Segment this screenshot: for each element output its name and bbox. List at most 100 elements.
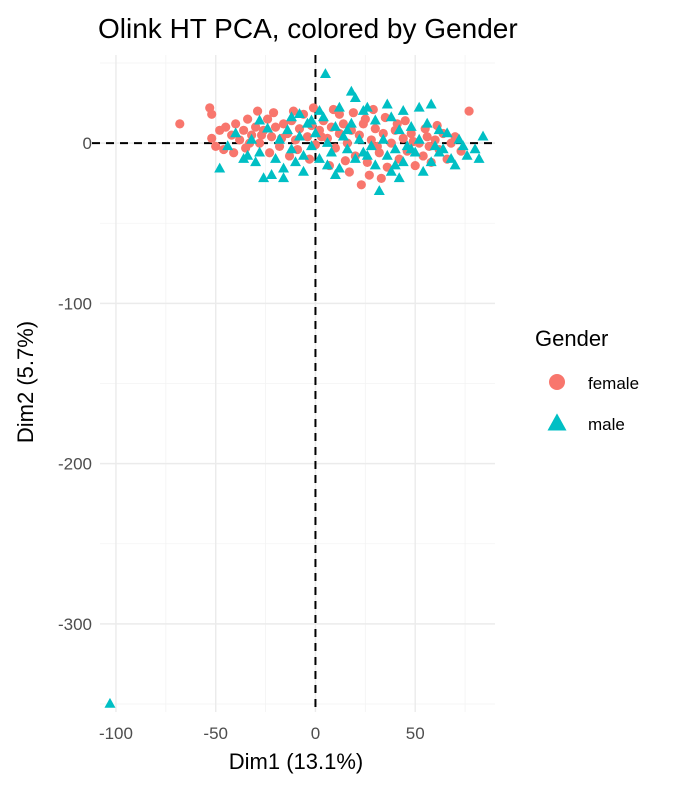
female-point xyxy=(356,180,366,190)
male-point xyxy=(429,140,441,151)
male-point xyxy=(389,143,401,154)
female-point xyxy=(408,136,418,147)
y-axis-title: Dim2 (5.7%) xyxy=(13,321,38,443)
female-point xyxy=(376,173,386,183)
male-point xyxy=(369,159,381,170)
male-point xyxy=(317,111,329,122)
male-point xyxy=(369,114,381,125)
male-point xyxy=(445,153,457,163)
male-point xyxy=(393,124,405,135)
male-point xyxy=(270,153,282,163)
male-point xyxy=(305,114,317,125)
y-tick-label: -200 xyxy=(58,455,92,474)
female-point xyxy=(284,151,295,161)
legend-key-male xyxy=(547,413,567,431)
male-point xyxy=(337,130,349,141)
female-point xyxy=(251,122,261,132)
male-point xyxy=(286,143,298,154)
female-point xyxy=(264,148,275,158)
legend-label-female: female xyxy=(588,374,639,393)
male-point xyxy=(381,98,393,109)
male-point xyxy=(385,111,397,122)
female-point xyxy=(175,119,185,129)
male-point xyxy=(282,124,294,135)
female-point xyxy=(342,138,352,148)
male-point xyxy=(313,104,325,115)
male-point xyxy=(385,165,397,176)
female-point xyxy=(274,141,285,151)
male-point xyxy=(365,140,377,151)
male-point xyxy=(345,117,357,128)
female-point xyxy=(386,138,396,148)
female-point xyxy=(418,151,428,161)
male-point xyxy=(393,172,405,183)
female-point xyxy=(364,170,374,180)
male-point xyxy=(421,117,433,128)
female-point xyxy=(334,109,344,119)
male-point xyxy=(405,143,417,154)
male-point xyxy=(297,149,309,160)
female-point xyxy=(268,108,279,118)
male-point xyxy=(433,124,445,135)
female-point xyxy=(410,160,420,171)
female-point xyxy=(235,135,245,145)
male-point xyxy=(246,133,258,144)
male-point xyxy=(242,149,254,160)
female-point xyxy=(294,124,305,134)
male-point xyxy=(222,140,234,151)
male-point xyxy=(329,169,341,179)
male-point xyxy=(469,143,481,154)
male-point xyxy=(377,133,389,144)
male-point xyxy=(262,122,274,133)
male-point xyxy=(433,146,445,157)
legend-female-circle-icon xyxy=(549,374,565,390)
y-tick-label: 0 xyxy=(83,134,92,153)
x-tick-label: 0 xyxy=(311,724,320,743)
male-point xyxy=(461,149,473,160)
male-point xyxy=(353,133,365,144)
male-point xyxy=(305,140,317,151)
female-point xyxy=(302,132,313,142)
female-point xyxy=(262,114,273,124)
male-point xyxy=(290,156,302,167)
female-point xyxy=(340,156,350,166)
female-point xyxy=(253,106,263,116)
female-point xyxy=(366,135,376,145)
female-point xyxy=(360,114,370,124)
female-point xyxy=(270,122,281,132)
male-point xyxy=(381,149,393,160)
female-point xyxy=(308,103,319,113)
legend: Gender female male xyxy=(535,326,639,434)
male-point xyxy=(425,156,437,167)
female-point xyxy=(205,103,215,113)
male-points xyxy=(104,68,489,708)
male-point xyxy=(341,124,353,135)
male-point xyxy=(214,162,226,173)
female-point xyxy=(231,119,241,129)
x-axis-ticks: -100 -50 0 50 xyxy=(99,724,425,743)
male-point xyxy=(293,108,305,119)
male-point xyxy=(449,159,461,170)
male-point xyxy=(286,111,298,122)
female-point xyxy=(207,133,217,143)
female-point xyxy=(338,119,348,129)
female-point xyxy=(278,119,289,129)
y-axis-ticks: 0 -100 -200 -300 xyxy=(58,134,92,634)
male-point xyxy=(250,156,262,167)
male-point xyxy=(341,143,353,154)
female-point xyxy=(430,135,440,145)
male-point xyxy=(266,169,278,179)
female-point xyxy=(368,104,378,115)
female-point xyxy=(378,128,388,139)
female-point xyxy=(229,148,239,158)
male-point xyxy=(313,153,325,163)
male-point xyxy=(349,153,361,163)
x-axis-title: Dim1 (13.1%) xyxy=(229,749,363,774)
female-point xyxy=(398,133,408,143)
male-point xyxy=(321,159,333,170)
legend-title: Gender xyxy=(535,326,608,351)
male-point xyxy=(457,140,469,151)
male-point xyxy=(473,153,485,163)
male-point xyxy=(333,162,345,173)
